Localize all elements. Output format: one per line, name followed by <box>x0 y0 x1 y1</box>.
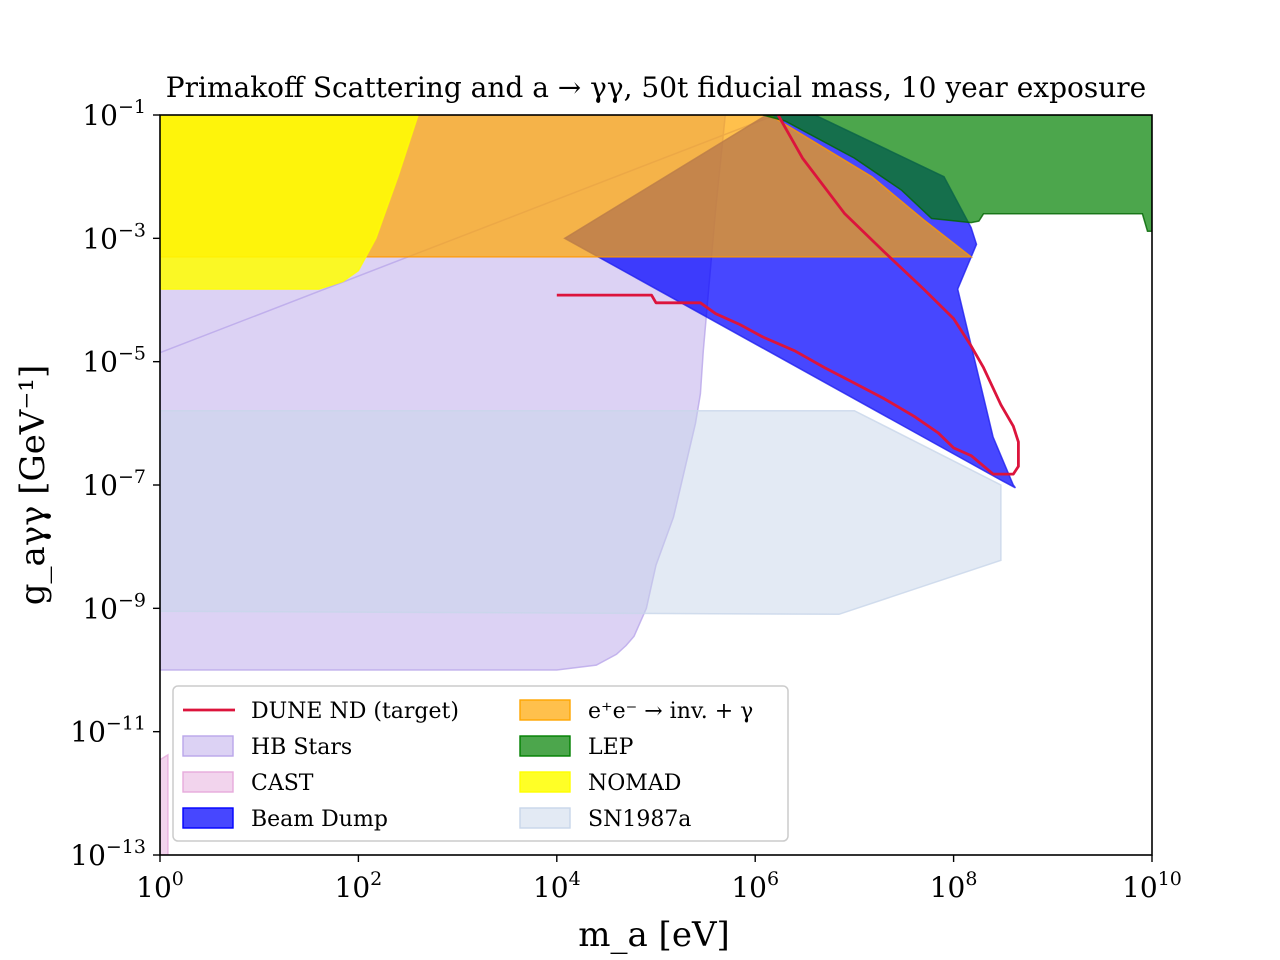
legend-label: DUNE ND (target) <box>251 699 459 724</box>
legend-label: LEP <box>588 735 634 760</box>
y-tick-label: 10−1 <box>82 96 146 132</box>
x-tick-label: 1010 <box>1122 868 1182 904</box>
y-tick-label: 10−11 <box>70 713 146 749</box>
chart-title: Primakoff Scattering and a → γγ, 50t fid… <box>166 71 1146 104</box>
legend-swatch <box>182 771 234 793</box>
x-axis-label: m_a [eV] <box>578 915 730 955</box>
legend-box <box>172 685 789 842</box>
legend-label: HB Stars <box>251 735 352 760</box>
region-sn1987a <box>160 409 1002 616</box>
legend-swatch <box>519 771 571 793</box>
y-tick-label: 10−7 <box>82 466 146 502</box>
y-axis-ticks: 10−1 10−3 10−5 10−7 10−9 10−11 10−13 <box>70 96 160 872</box>
region-cast <box>160 753 169 855</box>
legend-swatch <box>519 807 571 829</box>
x-tick-label: 100 <box>136 868 184 904</box>
legend-label: SN1987a <box>588 807 691 832</box>
y-tick-label: 10−3 <box>82 219 146 255</box>
legend-label: e⁺e⁻ → inv. + γ <box>588 699 753 724</box>
legend-swatch <box>182 735 234 757</box>
line-dune-nd-target <box>556 115 1020 476</box>
x-tick-label: 102 <box>335 868 383 904</box>
x-axis-ticks: 100 102 104 106 108 1010 <box>136 855 1182 904</box>
region-nomad <box>160 115 419 290</box>
x-tick-label: 104 <box>533 868 581 904</box>
y-tick-label: 10−9 <box>82 589 146 625</box>
legend: DUNE ND (target) HB Stars CAST Beam Dump e⁺e… <box>172 685 789 842</box>
legend-swatch <box>519 735 571 757</box>
y-axis-label: g_aγγ [GeV⁻¹] <box>13 365 53 605</box>
x-tick-label: 108 <box>930 868 978 904</box>
y-tick-label: 10−5 <box>82 343 146 379</box>
x-tick-label: 106 <box>731 868 779 904</box>
legend-swatch <box>519 699 571 721</box>
projection-lines <box>556 115 1020 476</box>
legend-entries: DUNE ND (target) HB Stars CAST Beam Dump e⁺e… <box>182 699 753 832</box>
legend-label: CAST <box>251 771 314 796</box>
exclusion-regions <box>160 115 1152 855</box>
y-tick-label: 10−13 <box>70 836 146 872</box>
legend-swatch <box>182 807 234 829</box>
legend-label: Beam Dump <box>251 807 388 832</box>
legend-label: NOMAD <box>588 771 681 796</box>
